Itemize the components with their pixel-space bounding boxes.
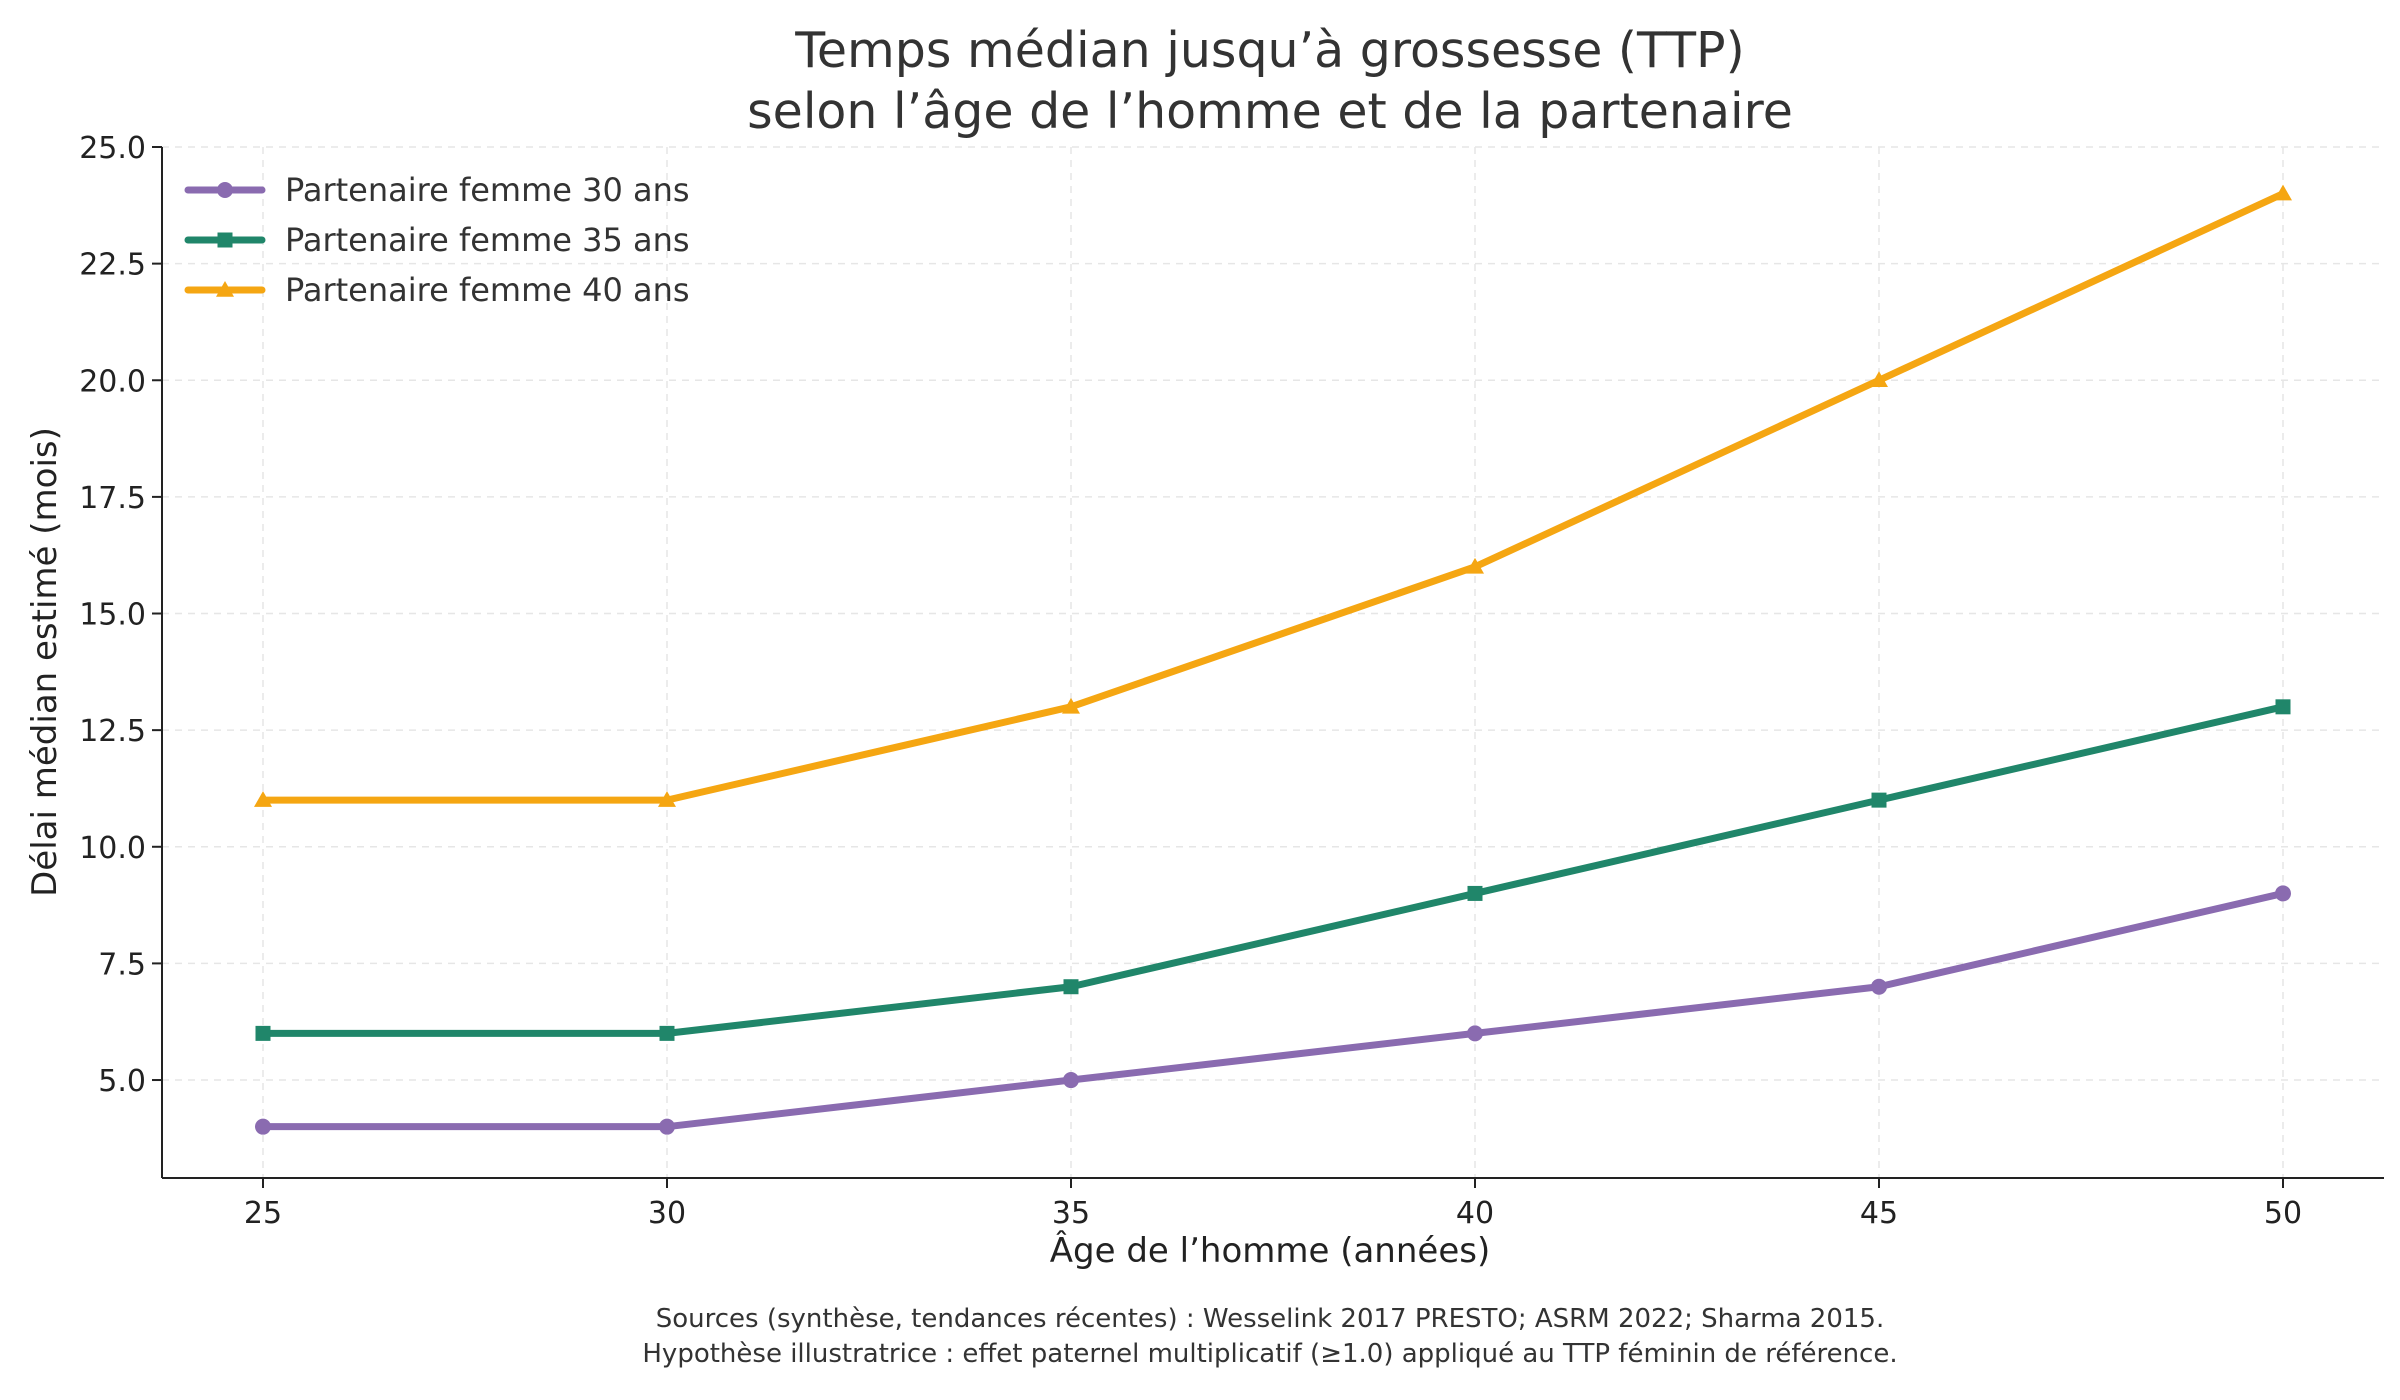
legend-marker	[217, 232, 233, 248]
legend-item-1: Partenaire femme 30 ans	[184, 171, 690, 209]
y-axis-label: Délai médian estimé (mois)	[25, 427, 65, 897]
series-2	[255, 699, 2291, 1041]
data-point	[1466, 557, 1484, 574]
x-axis-label: Âge de l’homme (années)	[1050, 1230, 1490, 1271]
legend: Partenaire femme 30 ans Partenaire femme …	[184, 171, 690, 309]
x-tick-label: 25	[244, 1196, 282, 1231]
data-point	[254, 791, 272, 807]
chart-title-line-2: selon l’âge de l’homme et de la partenai…	[747, 83, 1793, 140]
y-tick-label: 15.0	[79, 598, 146, 633]
data-point	[1871, 792, 1887, 808]
x-tick-label: 50	[2264, 1196, 2302, 1231]
y-tick-label: 5.0	[98, 1064, 146, 1099]
series-group	[254, 184, 2292, 1135]
series-3	[254, 184, 2292, 807]
x-tick-label: 35	[1052, 1196, 1090, 1231]
series-line-3	[259, 190, 2287, 804]
data-point	[2275, 885, 2291, 902]
data-point	[1467, 885, 1483, 901]
data-point	[1063, 1072, 1079, 1089]
chart-title-line-1: Temps médian jusqu’à grossesse (TTP)	[794, 22, 1744, 79]
x-tick-label: 40	[1456, 1196, 1494, 1231]
data-point	[659, 1118, 675, 1135]
legend-marker	[216, 281, 234, 297]
y-tick-label: 7.5	[98, 947, 146, 982]
y-tick-label: 25.0	[79, 131, 146, 166]
axes: 5.0 7.5 10.0 12.5 15.0 17.5 20.0 22.5 25.0 25 30 35…	[79, 131, 2384, 1231]
legend-label: Partenaire femme 40 ans	[285, 271, 690, 309]
y-tick-label: 22.5	[79, 248, 146, 283]
data-point	[1871, 978, 1887, 995]
data-point	[659, 1025, 675, 1041]
footnote-line-1: Sources (synthèse, tendances récentes) :…	[656, 1304, 1885, 1334]
y-tick-label: 10.0	[79, 831, 146, 866]
data-point	[1062, 697, 1080, 714]
data-point	[1870, 371, 1888, 388]
data-point	[255, 1025, 271, 1041]
footnote-line-2: Hypothèse illustratrice : effet paternel…	[642, 1339, 1897, 1369]
series-line-1	[259, 889, 2287, 1131]
data-point	[1467, 1025, 1483, 1042]
legend-marker	[217, 182, 233, 198]
x-tick-label: 30	[648, 1196, 686, 1231]
series-1	[255, 885, 2291, 1135]
series-line-2	[259, 703, 2287, 1037]
legend-item-2: Partenaire femme 35 ans	[184, 221, 690, 259]
legend-item-3: Partenaire femme 40 ans	[184, 271, 690, 309]
legend-label: Partenaire femme 35 ans	[285, 221, 690, 259]
data-point	[2275, 699, 2291, 715]
y-tick-label: 12.5	[79, 714, 146, 749]
data-point	[658, 791, 676, 807]
y-tick-label: 20.0	[79, 364, 146, 399]
data-point	[1063, 979, 1079, 995]
legend-label: Partenaire femme 30 ans	[285, 171, 690, 209]
grid	[162, 146, 2384, 1178]
data-point	[2274, 184, 2292, 201]
y-tick-label: 17.5	[79, 481, 146, 516]
data-point	[255, 1118, 271, 1135]
x-tick-label: 45	[1860, 1196, 1898, 1231]
